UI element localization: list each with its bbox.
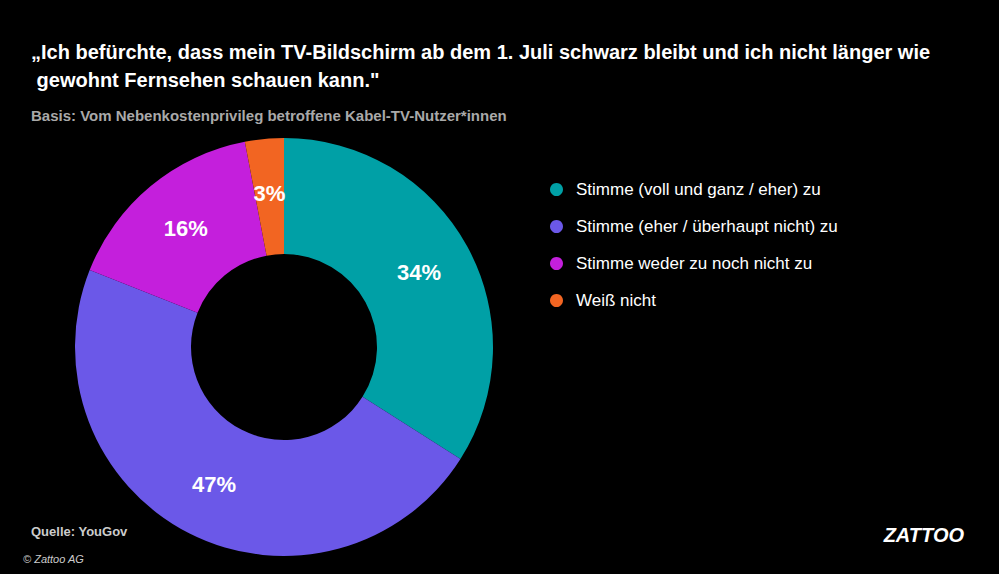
svg-text:Stimme weder zu noch nicht zu: Stimme weder zu noch nicht zu: [576, 254, 812, 273]
svg-text:Stimme (voll und ganz / eher): Stimme (voll und ganz / eher) zu: [576, 180, 821, 199]
svg-text:3%: 3%: [254, 181, 286, 206]
svg-text:Quelle: YouGov: Quelle: YouGov: [31, 524, 128, 539]
svg-text:gewohnt Fernsehen schauen kann: gewohnt Fernsehen schauen kann.": [31, 69, 379, 91]
svg-text:47%: 47%: [192, 472, 236, 497]
svg-text:Weiß nicht: Weiß nicht: [576, 291, 656, 310]
svg-text:ZATTOO: ZATTOO: [883, 524, 965, 546]
svg-text:„Ich befürchte, dass mein TV-B: „Ich befürchte, dass mein TV-Bildschirm …: [31, 41, 930, 63]
svg-text:34%: 34%: [397, 260, 441, 285]
svg-text:Stimme (eher / überhaupt nicht: Stimme (eher / überhaupt nicht) zu: [576, 217, 838, 236]
svg-text:16%: 16%: [164, 216, 208, 241]
svg-text:© Zattoo AG: © Zattoo AG: [23, 553, 84, 565]
svg-text:Basis: Vom Nebenkostenprivileg: Basis: Vom Nebenkostenprivileg betroffen…: [31, 107, 507, 124]
